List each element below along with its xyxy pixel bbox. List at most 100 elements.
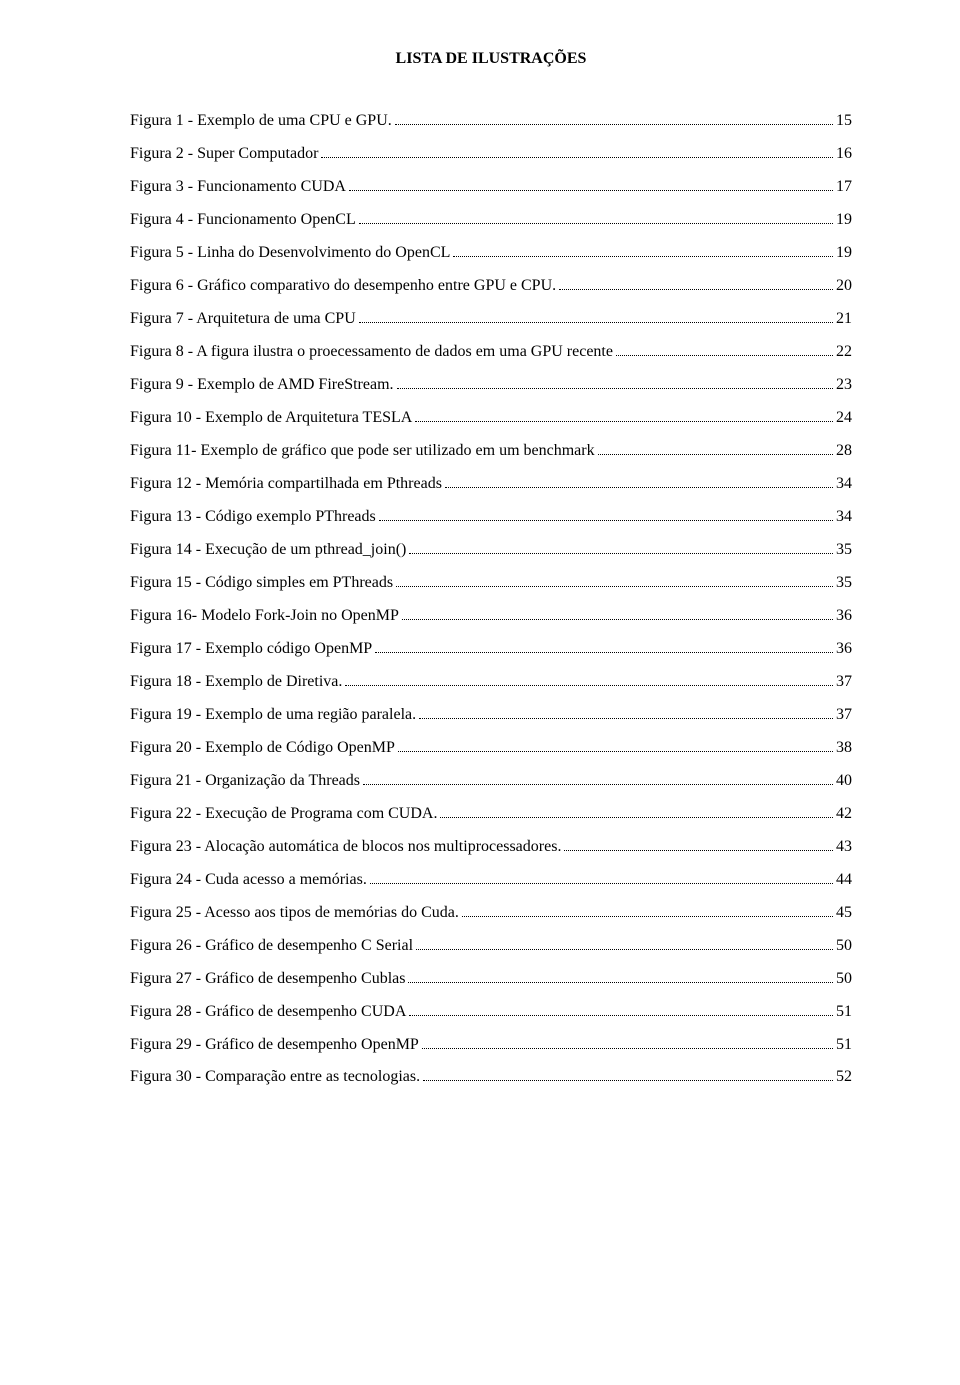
entry-label: Figura 20 - Exemplo de Código OpenMP bbox=[130, 737, 395, 759]
list-item: Figura 14 - Execução de um pthread_join(… bbox=[130, 539, 852, 562]
list-item: Figura 27 - Gráfico de desempenho Cublas… bbox=[130, 967, 852, 990]
list-item: Figura 7 - Arquitetura de uma CPU21 bbox=[130, 308, 852, 331]
entry-label: Figura 4 - Funcionamento OpenCL bbox=[130, 209, 356, 231]
entry-label: Figura 23 - Alocação automática de bloco… bbox=[130, 836, 561, 858]
leader-dots bbox=[396, 572, 833, 587]
entry-label: Figura 1 - Exemplo de uma CPU e GPU. bbox=[130, 110, 392, 132]
list-item: Figura 1 - Exemplo de uma CPU e GPU. 15 bbox=[130, 110, 852, 133]
entry-page: 22 bbox=[836, 341, 852, 363]
entry-page: 35 bbox=[836, 572, 852, 594]
leader-dots bbox=[559, 275, 833, 290]
leader-dots bbox=[402, 605, 833, 620]
entry-page: 42 bbox=[836, 803, 852, 825]
entry-label: Figura 30 - Comparação entre as tecnolog… bbox=[130, 1066, 420, 1088]
leader-dots bbox=[345, 670, 833, 685]
entry-page: 15 bbox=[836, 110, 852, 132]
entry-label: Figura 27 - Gráfico de desempenho Cublas bbox=[130, 968, 405, 990]
entry-page: 34 bbox=[836, 473, 852, 495]
list-item: Figura 8 - A figura ilustra o proecessam… bbox=[130, 341, 852, 364]
entry-page: 51 bbox=[836, 1034, 852, 1056]
list-item: Figura 4 - Funcionamento OpenCL 19 bbox=[130, 209, 852, 232]
list-item: Figura 20 - Exemplo de Código OpenMP 38 bbox=[130, 736, 852, 759]
leader-dots bbox=[359, 209, 833, 224]
entry-page: 50 bbox=[836, 935, 852, 957]
list-item: Figura 2 - Super Computador16 bbox=[130, 143, 852, 166]
entry-page: 37 bbox=[836, 704, 852, 726]
entry-label: Figura 29 - Gráfico de desempenho OpenMP bbox=[130, 1034, 419, 1056]
entry-page: 36 bbox=[836, 638, 852, 660]
list-item: Figura 28 - Gráfico de desempenho CUDA 51 bbox=[130, 1000, 852, 1023]
entry-page: 50 bbox=[836, 968, 852, 990]
entry-page: 38 bbox=[836, 737, 852, 759]
leader-dots bbox=[445, 473, 833, 488]
entry-label: Figura 21 - Organização da Threads bbox=[130, 770, 360, 792]
leader-dots bbox=[359, 308, 833, 323]
entry-page: 20 bbox=[836, 275, 852, 297]
entry-page: 17 bbox=[836, 176, 852, 198]
entry-page: 35 bbox=[836, 539, 852, 561]
entry-page: 24 bbox=[836, 407, 852, 429]
leader-dots bbox=[462, 901, 833, 916]
entry-page: 52 bbox=[836, 1066, 852, 1088]
entry-page: 40 bbox=[836, 770, 852, 792]
list-item: Figura 24 - Cuda acesso a memórias. 44 bbox=[130, 868, 852, 891]
list-item: Figura 29 - Gráfico de desempenho OpenMP… bbox=[130, 1033, 852, 1056]
list-item: Figura 11- Exemplo de gráfico que pode s… bbox=[130, 440, 852, 463]
leader-dots bbox=[453, 242, 833, 257]
list-item: Figura 18 - Exemplo de Diretiva.37 bbox=[130, 670, 852, 693]
entry-label: Figura 8 - A figura ilustra o proecessam… bbox=[130, 341, 613, 363]
leader-dots bbox=[419, 703, 833, 718]
leader-dots bbox=[379, 506, 833, 521]
list-item: Figura 6 - Gráfico comparativo do desemp… bbox=[130, 275, 852, 298]
entry-label: Figura 9 - Exemplo de AMD FireStream. bbox=[130, 374, 394, 396]
entry-label: Figura 7 - Arquitetura de uma CPU bbox=[130, 308, 356, 330]
list-item: Figura 22 - Execução de Programa com CUD… bbox=[130, 802, 852, 825]
illustration-list: Figura 1 - Exemplo de uma CPU e GPU.15Fi… bbox=[130, 110, 852, 1089]
entry-label: Figura 18 - Exemplo de Diretiva. bbox=[130, 671, 342, 693]
list-item: Figura 15 - Código simples em PThreads 35 bbox=[130, 572, 852, 595]
entry-label: Figura 22 - Execução de Programa com CUD… bbox=[130, 803, 437, 825]
entry-page: 43 bbox=[836, 836, 852, 858]
entry-page: 45 bbox=[836, 902, 852, 924]
entry-label: Figura 14 - Execução de um pthread_join(… bbox=[130, 539, 406, 561]
list-item: Figura 23 - Alocação automática de bloco… bbox=[130, 835, 852, 858]
page: LISTA DE ILUSTRAÇÕES Figura 1 - Exemplo … bbox=[0, 0, 960, 1385]
entry-label: Figura 24 - Cuda acesso a memórias. bbox=[130, 869, 367, 891]
entry-label: Figura 10 - Exemplo de Arquitetura TESLA bbox=[130, 407, 412, 429]
leader-dots bbox=[440, 802, 833, 817]
entry-label: Figura 12 - Memória compartilhada em Pth… bbox=[130, 473, 442, 495]
entry-label: Figura 11- Exemplo de gráfico que pode s… bbox=[130, 440, 595, 462]
entry-label: Figura 16- Modelo Fork-Join no OpenMP bbox=[130, 605, 399, 627]
entry-page: 19 bbox=[836, 242, 852, 264]
list-item: Figura 10 - Exemplo de Arquitetura TESLA… bbox=[130, 407, 852, 430]
leader-dots bbox=[408, 967, 833, 982]
leader-dots bbox=[397, 374, 833, 389]
entry-page: 19 bbox=[836, 209, 852, 231]
leader-dots bbox=[349, 176, 833, 191]
leader-dots bbox=[370, 868, 833, 883]
list-item: Figura 26 - Gráfico de desempenho C Seri… bbox=[130, 934, 852, 957]
leader-dots bbox=[395, 110, 833, 125]
leader-dots bbox=[423, 1066, 833, 1081]
entry-page: 51 bbox=[836, 1001, 852, 1023]
list-item: Figura 13 - Código exemplo PThreads34 bbox=[130, 506, 852, 529]
list-item: Figura 5 - Linha do Desenvolvimento do O… bbox=[130, 242, 852, 265]
entry-label: Figura 6 - Gráfico comparativo do desemp… bbox=[130, 275, 556, 297]
page-title: LISTA DE ILUSTRAÇÕES bbox=[130, 50, 852, 68]
list-item: Figura 21 - Organização da Threads 40 bbox=[130, 769, 852, 792]
list-item: Figura 9 - Exemplo de AMD FireStream.23 bbox=[130, 374, 852, 397]
entry-label: Figura 15 - Código simples em PThreads bbox=[130, 572, 393, 594]
entry-label: Figura 3 - Funcionamento CUDA bbox=[130, 176, 346, 198]
leader-dots bbox=[598, 440, 833, 455]
entry-label: Figura 5 - Linha do Desenvolvimento do O… bbox=[130, 242, 450, 264]
list-item: Figura 19 - Exemplo de uma região parale… bbox=[130, 703, 852, 726]
list-item: Figura 30 - Comparação entre as tecnolog… bbox=[130, 1066, 852, 1089]
entry-page: 44 bbox=[836, 869, 852, 891]
entry-label: Figura 17 - Exemplo código OpenMP bbox=[130, 638, 372, 660]
leader-dots bbox=[398, 736, 833, 751]
list-item: Figura 12 - Memória compartilhada em Pth… bbox=[130, 473, 852, 496]
entry-label: Figura 28 - Gráfico de desempenho CUDA bbox=[130, 1001, 406, 1023]
list-item: Figura 25 - Acesso aos tipos de memórias… bbox=[130, 901, 852, 924]
leader-dots bbox=[375, 638, 833, 653]
entry-page: 16 bbox=[836, 143, 852, 165]
